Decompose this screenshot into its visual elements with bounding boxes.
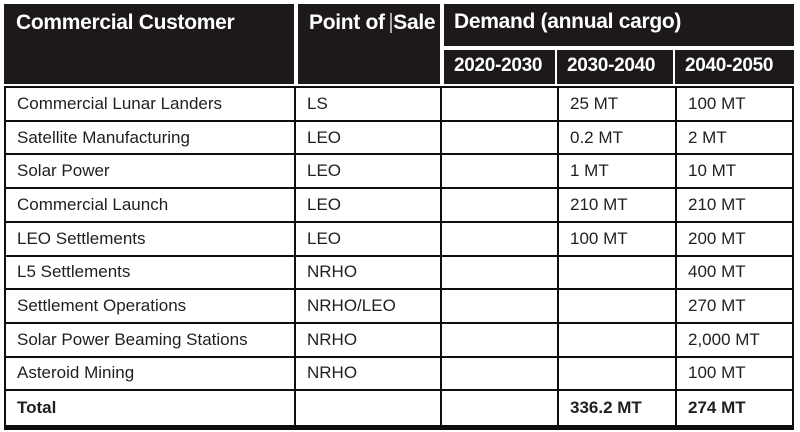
cell-2040-2050: 10 MT (677, 155, 792, 190)
cell-point-of-sale: NRHO (296, 256, 442, 291)
cell-2030-2040: 210 MT (559, 189, 677, 223)
cell-2030-2040: 100 MT (559, 222, 677, 257)
cell-point-of-sale: LS (296, 88, 442, 122)
cell-point-of-sale: LEO (296, 121, 442, 156)
cell-2020-2030 (442, 189, 559, 223)
cell-point-of-sale: LEO (296, 189, 442, 223)
total-label: Total (6, 391, 296, 425)
cell-customer: Commercial Launch (6, 189, 296, 223)
table-body: Commercial Lunar Landers LS 25 MT 100 MT… (4, 86, 794, 430)
col-header-2040-2050: 2040-2050 (675, 50, 794, 84)
cell-2040-2050: 100 MT (677, 88, 792, 122)
cell-2020-2030 (442, 290, 559, 324)
cell-2020-2030 (442, 357, 559, 392)
cell-2030-2040 (559, 256, 677, 291)
cell-customer: Solar Power (6, 155, 296, 190)
cell-customer: L5 Settlements (6, 256, 296, 291)
total-point-of-sale (296, 391, 442, 425)
demand-table: Commercial Customer Point of Sale Demand… (4, 4, 794, 430)
cell-point-of-sale: LEO (296, 222, 442, 257)
cell-point-of-sale: NRHO (296, 357, 442, 392)
cell-2020-2030 (442, 155, 559, 190)
col-header-point-of-sale[interactable]: Point of Sale (298, 4, 440, 84)
cell-customer: Commercial Lunar Landers (6, 88, 296, 122)
text-cursor-caret (390, 13, 393, 33)
cell-2020-2030 (442, 121, 559, 156)
cell-2030-2040 (559, 357, 677, 392)
col-header-2020-2030: 2020-2030 (444, 50, 555, 84)
cell-point-of-sale: LEO (296, 155, 442, 190)
cell-customer: LEO Settlements (6, 222, 296, 257)
cell-2020-2030 (442, 88, 559, 122)
col-header-2030-2040: 2030-2040 (557, 50, 673, 84)
cell-customer: Asteroid Mining (6, 357, 296, 392)
table-header: Commercial Customer Point of Sale Demand… (4, 4, 794, 84)
cell-customer: Solar Power Beaming Stations (6, 323, 296, 358)
total-2040-2050: 274 MT (688, 398, 746, 418)
cell-point-of-sale: NRHO (296, 323, 442, 358)
cell-2040-2050: 210 MT (677, 189, 792, 223)
cell-2030-2040 (559, 290, 677, 324)
cell-2020-2030 (442, 256, 559, 291)
cell-2030-2040: 1 MT (559, 155, 677, 190)
cell-point-of-sale: NRHO/LEO (296, 290, 442, 324)
cell-2020-2030 (442, 323, 559, 358)
cell-2040-2050: 400 MT (677, 257, 792, 291)
cell-2030-2040: 0.2 MT (559, 121, 677, 156)
cell-2040-2050: 100 MT (677, 358, 792, 392)
total-2030-2040: 336.2 MT (559, 391, 677, 425)
total-2020-2030 (442, 391, 559, 425)
col-header-commercial-customer: Commercial Customer (4, 4, 294, 84)
cell-2040-2050: 2,000 MT (677, 324, 792, 358)
cell-2020-2030 (442, 222, 559, 257)
cell-2030-2040: 25 MT (559, 88, 677, 122)
cell-2040-2050: 2 MT (677, 122, 792, 156)
cell-2040-2050: 270 MT (677, 290, 792, 324)
point-of-sale-text-after: Sale (393, 11, 436, 34)
col-header-demand-group: Demand (annual cargo) (444, 4, 794, 46)
cell-2040-2050: 200 MT (677, 223, 792, 257)
cell-2030-2040 (559, 323, 677, 358)
cell-customer: Satellite Manufacturing (6, 121, 296, 156)
point-of-sale-text-before: Point of (309, 11, 385, 34)
cell-customer: Settlement Operations (6, 290, 296, 324)
